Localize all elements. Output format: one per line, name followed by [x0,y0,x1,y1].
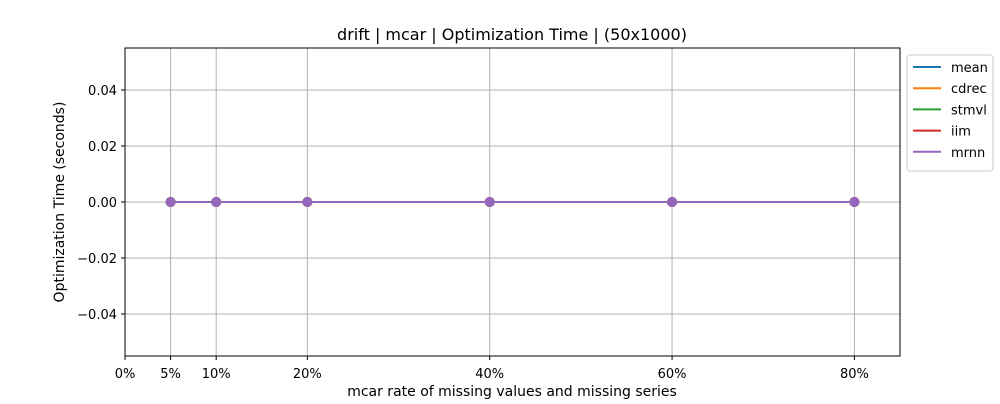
series-layer [165,197,860,207]
x-axis-label: mcar rate of missing values and missing … [347,384,677,400]
legend-frame [906,54,994,172]
data-point-mrnn [484,197,495,207]
data-point-mrnn [667,197,678,207]
x-tick-label: 10% [202,367,231,382]
tick-layer: 0% 5% 10% 20% 40% 60% 80% 0.04 0.02 0.00 −0.02 −0.0… [77,84,869,382]
x-tick-label: 40% [475,367,504,382]
x-tick-label: 60% [658,367,687,382]
y-tick-label: 0.02 [88,140,117,155]
legend-label-mean: mean [951,61,988,76]
y-tick-label: 0.04 [88,84,117,99]
data-point-mrnn [849,197,860,207]
x-tick-label: 5% [160,367,181,382]
legend: mean cdrec stmvl iim mrnn [906,54,994,172]
legend-label-mrnn: mrnn [951,146,985,161]
legend-label-iim: iim [951,125,971,140]
data-point-mrnn [165,197,176,207]
x-tick-label: 0% [115,367,136,382]
legend-label-stmvl: stmvl [951,103,987,118]
legend-label-cdrec: cdrec [951,82,987,97]
x-tick-label: 20% [293,367,322,382]
y-tick-label: 0.00 [88,196,117,211]
y-axis-label: Optimization Time (seconds) [52,102,68,303]
data-point-mrnn [302,197,313,207]
y-tick-label: −0.04 [77,308,117,323]
x-tick-label: 80% [840,367,869,382]
y-tick-label: −0.02 [77,252,117,267]
chart-title: drift | mcar | Optimization Time | (50x1… [337,25,687,44]
data-point-mrnn [211,197,222,207]
